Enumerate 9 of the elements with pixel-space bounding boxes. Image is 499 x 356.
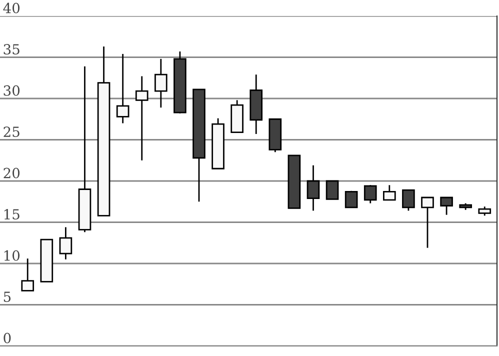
y-tick-label: 30 (4, 85, 20, 96)
y-tick-label: 40 (3, 2, 20, 14)
y-tick-label: 5 (4, 292, 11, 302)
y-tick-label: 15 (4, 209, 20, 220)
y-tick-label: 20 (4, 168, 20, 178)
y-tick-label: 25 (4, 126, 20, 138)
y-tick-label: 35 (4, 44, 20, 55)
y-tick-label: 0 (4, 332, 11, 344)
y-tick-label: 10 (4, 250, 20, 261)
